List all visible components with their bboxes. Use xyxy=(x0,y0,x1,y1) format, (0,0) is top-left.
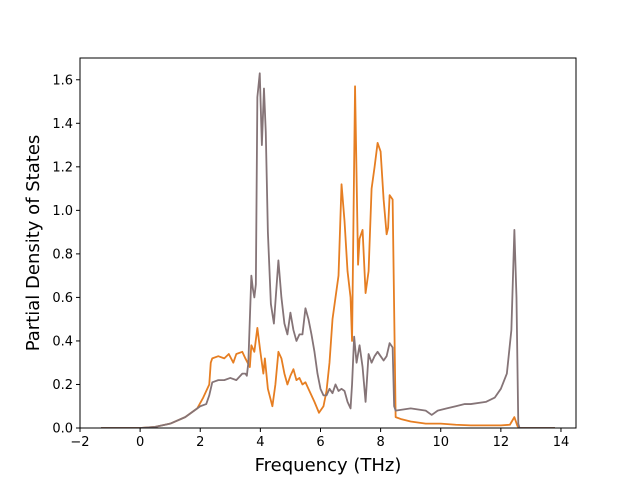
y-tick-label: 1.4 xyxy=(52,117,73,132)
x-tick-label: 10 xyxy=(432,435,449,450)
x-tick-label: 12 xyxy=(493,435,510,450)
y-tick-label: 1.2 xyxy=(52,160,73,175)
x-tick-label: 14 xyxy=(553,435,570,450)
x-tick-label: 2 xyxy=(196,435,204,450)
y-tick-label: 0.0 xyxy=(52,422,73,437)
y-tick-label: 0.6 xyxy=(52,291,73,306)
y-tick-label: 1.0 xyxy=(52,204,73,219)
x-tick-label: 6 xyxy=(316,435,324,450)
y-tick-label: 0.8 xyxy=(52,247,73,262)
x-axis-label: Frequency (THz) xyxy=(255,455,402,476)
series-layer xyxy=(101,72,555,428)
y-tick-label: 0.4 xyxy=(52,334,73,349)
x-tick-label: −2 xyxy=(70,435,89,450)
y-axis-label: Partial Density of States xyxy=(23,135,44,352)
x-tick-label: 8 xyxy=(376,435,384,450)
x-ticks: −2 0 2 4 6 8 10 12 14 xyxy=(70,428,569,450)
y-ticks: 0.0 0.2 0.4 0.6 0.8 1.0 1.2 1.4 1.6 xyxy=(52,73,80,437)
y-tick-label: 0.2 xyxy=(52,378,73,393)
plot-frame xyxy=(79,57,577,429)
x-tick-label: 0 xyxy=(136,435,144,450)
x-tick-label: 4 xyxy=(256,435,264,450)
series-line-1 xyxy=(101,85,555,428)
y-tick-label: 1.6 xyxy=(52,73,73,88)
series-line-2 xyxy=(101,72,555,428)
